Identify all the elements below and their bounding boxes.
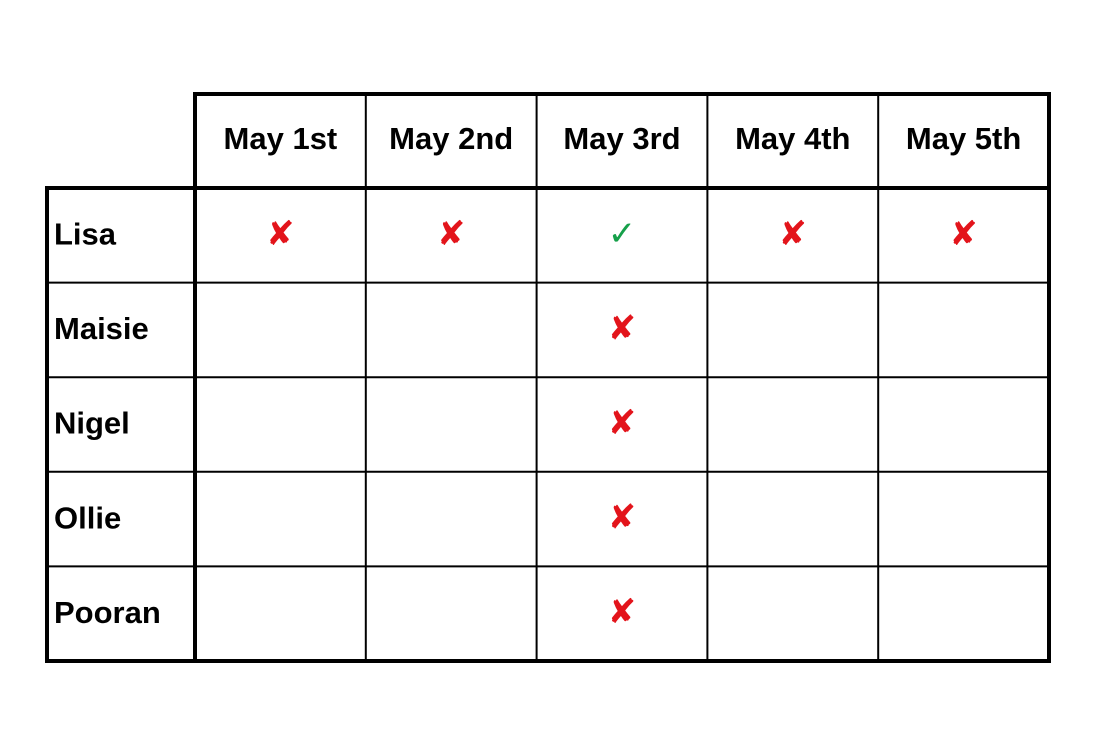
row-header: Maisie bbox=[54, 311, 149, 346]
cell-mark: ✘ bbox=[608, 403, 637, 443]
cell-mark: ✘ bbox=[608, 498, 637, 538]
row-header: Ollie bbox=[54, 500, 121, 535]
column-header: May 4th bbox=[735, 121, 850, 156]
row-header: Nigel bbox=[54, 406, 130, 441]
column-header: May 2nd bbox=[389, 121, 513, 156]
row-header: Pooran bbox=[54, 595, 161, 630]
cell-mark: ✘ bbox=[266, 214, 295, 254]
column-header: May 5th bbox=[906, 121, 1021, 156]
cell-mark: ✘ bbox=[608, 308, 637, 348]
cell-mark: ✘ bbox=[437, 214, 466, 254]
cell-mark: ✓ bbox=[608, 214, 637, 254]
cell-mark: ✘ bbox=[608, 592, 637, 632]
row-header: Lisa bbox=[54, 216, 117, 251]
cell-mark: ✘ bbox=[949, 214, 978, 254]
column-header: May 1st bbox=[224, 121, 338, 156]
cell-mark: ✘ bbox=[779, 214, 808, 254]
column-header: May 3rd bbox=[563, 121, 680, 156]
